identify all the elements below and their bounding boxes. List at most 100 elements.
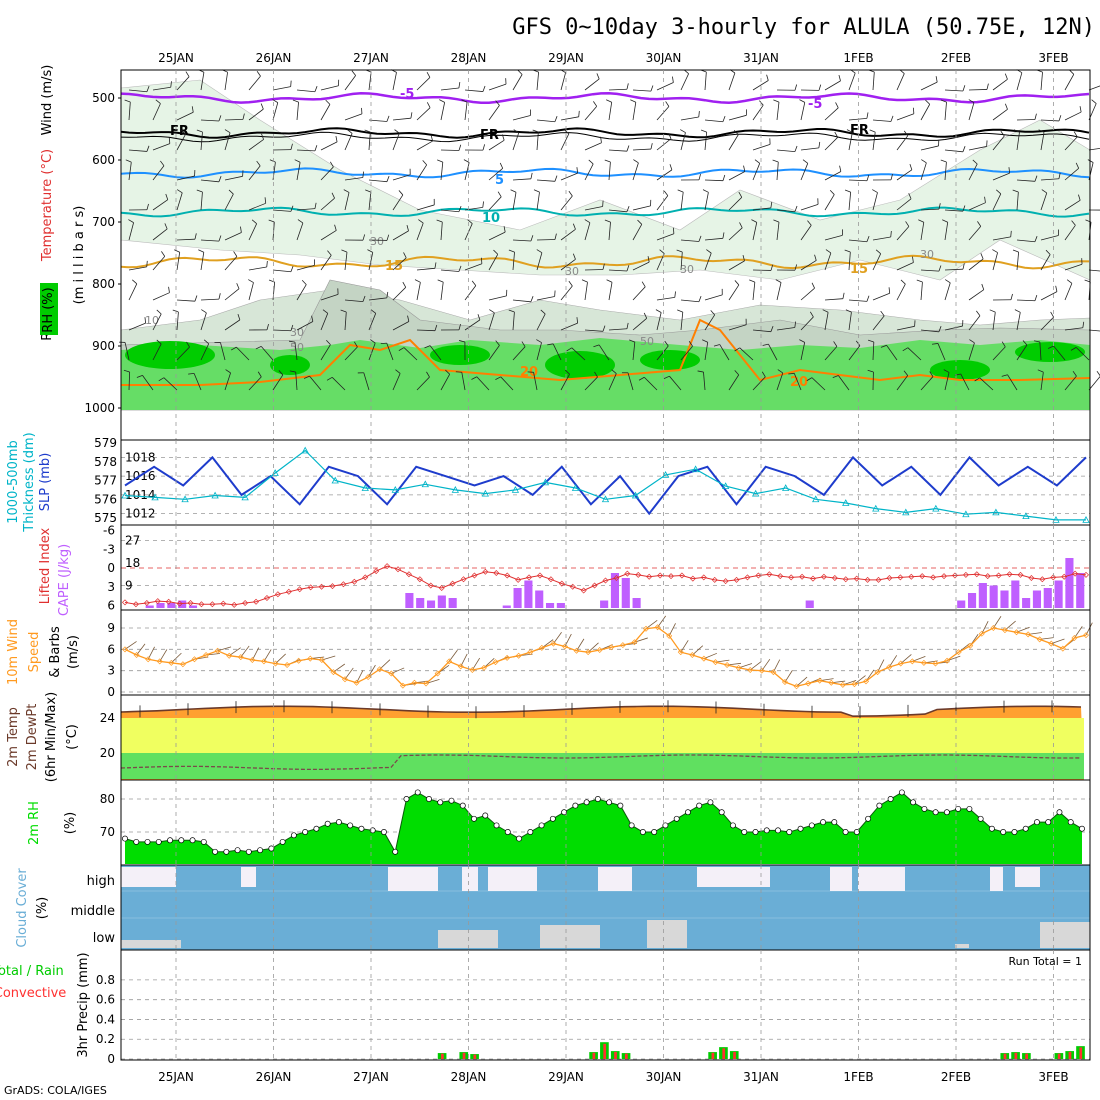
wind-barb bbox=[944, 89, 963, 92]
wind10-barb bbox=[263, 649, 272, 662]
cape-bar bbox=[545, 603, 555, 608]
wind-barb-flag bbox=[602, 325, 606, 332]
wind-barb bbox=[560, 373, 570, 391]
wind-barb bbox=[752, 282, 756, 301]
date-label-bottom: 31JAN bbox=[743, 1070, 779, 1084]
thickness-marker bbox=[361, 484, 369, 491]
wind-barb-flag bbox=[1075, 162, 1080, 169]
wind-barb bbox=[704, 294, 723, 301]
thickness-marker bbox=[631, 491, 640, 499]
wind-barb-flag bbox=[386, 175, 390, 182]
contour-label: 5 bbox=[495, 173, 504, 188]
thickness-marker bbox=[571, 484, 580, 491]
wind-barb-flag bbox=[347, 129, 353, 134]
wind-barb-flag bbox=[1034, 113, 1037, 120]
rh2m-panel: 70 80 2m RH (%) bbox=[27, 779, 1091, 866]
rh2m-marker bbox=[673, 815, 680, 822]
wind-barb-flag bbox=[647, 256, 650, 263]
wind-barb-flag bbox=[576, 167, 579, 174]
li-marker bbox=[831, 575, 838, 581]
wind10-barb bbox=[692, 645, 704, 656]
cloud-high-gap bbox=[388, 867, 438, 891]
wind-barb-flag bbox=[256, 71, 261, 77]
dewpoint-band bbox=[121, 718, 1084, 753]
wind10-marker bbox=[1059, 645, 1066, 652]
wind-barb bbox=[296, 89, 315, 93]
rh-contour-label: 10 bbox=[145, 314, 159, 327]
wind-barb-flag bbox=[981, 283, 985, 290]
wind-barb-flag bbox=[463, 159, 470, 163]
wind10-marker bbox=[955, 649, 962, 656]
wind-barb bbox=[920, 376, 934, 391]
wind-barb bbox=[944, 325, 963, 331]
wind-barb-flag bbox=[626, 145, 630, 152]
wind-barb-flag bbox=[962, 85, 966, 92]
wind-barb-flag bbox=[264, 197, 267, 204]
wind-barb bbox=[200, 132, 203, 151]
li-marker bbox=[274, 591, 281, 598]
wind-barb-flag bbox=[430, 135, 434, 142]
cape-bar bbox=[556, 603, 565, 608]
wind-barb-flag bbox=[844, 189, 851, 193]
li-marker bbox=[482, 568, 489, 575]
wind-barb bbox=[488, 105, 500, 121]
wind-barb-flag bbox=[976, 310, 981, 316]
cape-bar bbox=[621, 578, 630, 608]
li-marker bbox=[1061, 573, 1068, 580]
wind-barb bbox=[848, 179, 868, 182]
date-label-top: 28JAN bbox=[451, 51, 487, 65]
wind10-marker bbox=[388, 670, 395, 677]
wind-barb bbox=[536, 192, 540, 211]
wind10-marker bbox=[805, 680, 812, 687]
wind-barb bbox=[1064, 168, 1079, 181]
wind-barb-flag bbox=[1004, 103, 1008, 110]
wind-barb bbox=[464, 102, 468, 121]
wind10m-panel: 0 3 6 9 10m Wind Speed & Barbs (m/s) bbox=[6, 609, 1093, 699]
cloud-high-gap bbox=[830, 867, 852, 891]
rh2m-marker bbox=[268, 845, 275, 852]
wind-barb-flag bbox=[664, 340, 669, 347]
li-marker bbox=[864, 576, 871, 583]
wind-barb-flag bbox=[248, 279, 254, 283]
rh2m-marker bbox=[786, 829, 793, 835]
wind-barb bbox=[768, 343, 778, 361]
contour-freezing-2 bbox=[120, 131, 1090, 143]
rh2m-marker bbox=[820, 819, 826, 826]
wind-barb-flag bbox=[146, 260, 148, 267]
wind-barb-flag bbox=[136, 375, 143, 378]
wind-barb bbox=[363, 372, 370, 391]
date-label-bottom: 25JAN bbox=[158, 1070, 194, 1084]
wind-barb-flag bbox=[825, 249, 832, 254]
wind-barb-flag bbox=[503, 226, 506, 233]
li-marker bbox=[340, 581, 347, 588]
wind-tick: 6 bbox=[107, 642, 115, 656]
wind-barb bbox=[848, 117, 867, 121]
rh2m-marker bbox=[178, 837, 185, 844]
li-marker bbox=[132, 601, 139, 608]
li-marker bbox=[438, 585, 445, 591]
wind10-barb bbox=[472, 657, 481, 671]
wind-barb-flag bbox=[168, 286, 170, 293]
wind-barb bbox=[728, 227, 743, 241]
chart-title: GFS 0~10day 3-hourly for ALULA (50.75E, … bbox=[512, 15, 1095, 40]
wind-barb bbox=[920, 162, 927, 181]
wind-barb-flag bbox=[493, 249, 499, 255]
wind-barb bbox=[872, 253, 882, 271]
wind-barb-flag bbox=[674, 291, 676, 298]
thickness-marker bbox=[751, 489, 760, 497]
li-marker bbox=[1050, 574, 1057, 581]
wind-barb-flag bbox=[489, 309, 495, 314]
cape-frame bbox=[120, 524, 1091, 611]
wind-barb bbox=[533, 372, 538, 391]
wind10-marker bbox=[156, 658, 163, 665]
li-marker bbox=[962, 571, 969, 578]
wind-barb-flag bbox=[191, 106, 194, 113]
wind-barb-flag bbox=[297, 219, 304, 224]
wind10-marker bbox=[457, 663, 464, 670]
wind-barb-flag bbox=[394, 129, 400, 134]
rh2m-label-1: (%) bbox=[63, 812, 78, 835]
wind10-marker bbox=[237, 654, 244, 661]
li-marker bbox=[799, 573, 806, 580]
wind-barb bbox=[128, 222, 134, 241]
wind-barb bbox=[728, 72, 736, 91]
